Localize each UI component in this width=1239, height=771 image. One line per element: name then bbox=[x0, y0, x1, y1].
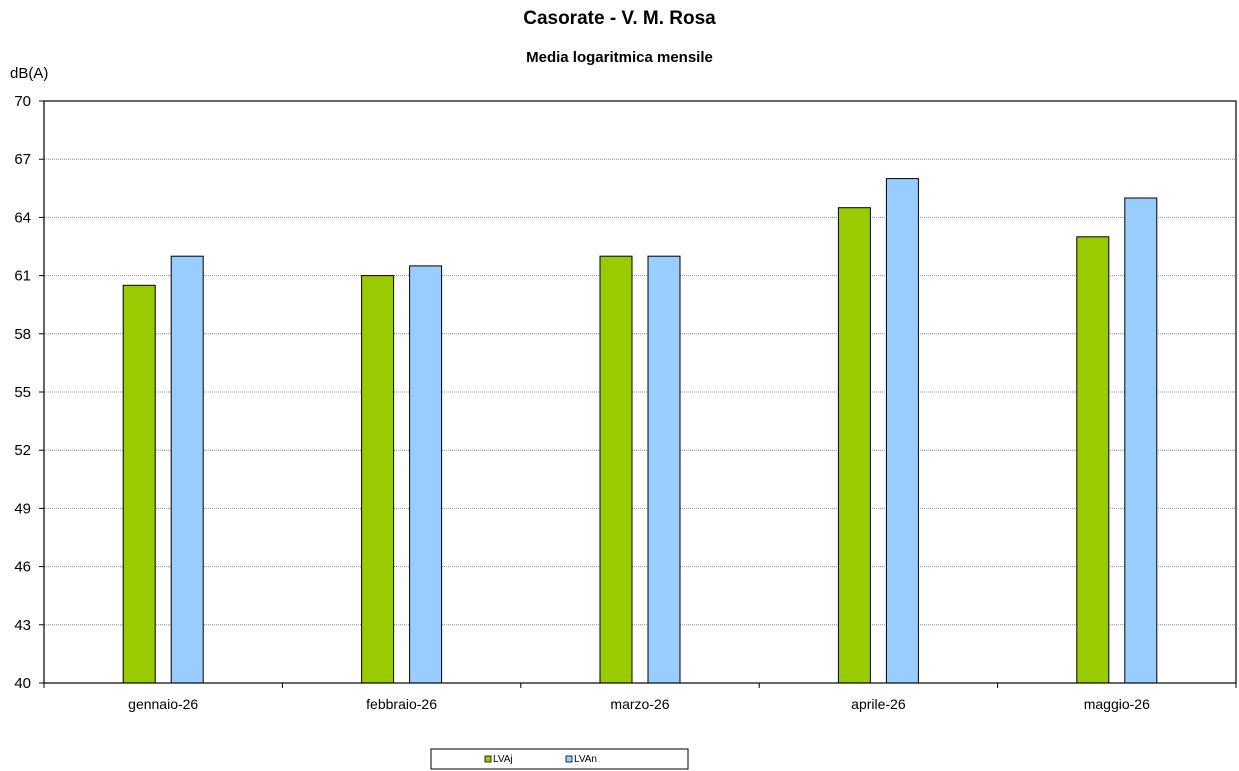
bar-lvaj-aprile-26 bbox=[837, 207, 871, 684]
bar-lvan-febbraio-26 bbox=[409, 265, 443, 684]
bars bbox=[122, 178, 1158, 684]
legend-label-lvan: LVAn bbox=[574, 754, 597, 765]
y-tick-label: 58 bbox=[14, 326, 31, 343]
y-tick-label: 43 bbox=[14, 617, 31, 634]
y-tick-label: 64 bbox=[14, 209, 31, 226]
legend-swatch-lvaj bbox=[484, 755, 492, 763]
x-tick-label: aprile-26 bbox=[851, 696, 906, 712]
bar-lvan-maggio-26 bbox=[1124, 197, 1158, 684]
bar-lvaj-gennaio-26 bbox=[122, 284, 156, 684]
y-tick-label: 49 bbox=[14, 500, 31, 517]
bar-lvaj-maggio-26 bbox=[1076, 236, 1110, 684]
gridlines bbox=[44, 100, 1236, 626]
x-tick-label: febbraio-26 bbox=[366, 696, 437, 712]
y-tick-label: 61 bbox=[14, 268, 31, 285]
bar-lvan-aprile-26 bbox=[885, 178, 919, 684]
bar-lvaj-marzo-26 bbox=[599, 255, 633, 684]
y-tick-label: 70 bbox=[14, 93, 31, 110]
y-tick-label: 52 bbox=[14, 442, 31, 459]
chart-subtitle: Media logaritmica mensile bbox=[526, 49, 713, 66]
bar-lvan-gennaio-26 bbox=[170, 255, 204, 684]
y-tick-label: 67 bbox=[14, 151, 31, 168]
legend-box bbox=[430, 748, 689, 770]
plot-frame bbox=[43, 100, 1237, 684]
x-tick-label: maggio-26 bbox=[1084, 696, 1150, 712]
y-tick-label: 46 bbox=[14, 559, 31, 576]
y-axis-label: dB(A) bbox=[10, 65, 48, 82]
legend-swatch-lvan bbox=[565, 755, 573, 763]
chart-title: Casorate - V. M. Rosa bbox=[523, 8, 716, 29]
bar-lvaj-febbraio-26 bbox=[361, 275, 395, 684]
axes: 40 43 46 49 52 55 58 61 64 67 70 dB(A) gennaio-26 feb… bbox=[10, 65, 1237, 712]
bar-lvan-marzo-26 bbox=[647, 255, 681, 684]
legend-label-lvaj: LVAj bbox=[493, 754, 513, 765]
x-tick-label: gennaio-26 bbox=[128, 696, 198, 712]
x-tick-label: marzo-26 bbox=[610, 696, 669, 712]
y-tick-label: 55 bbox=[14, 384, 31, 401]
legend: LVAj LVAn bbox=[430, 748, 689, 770]
y-tick-label: 40 bbox=[14, 675, 31, 692]
